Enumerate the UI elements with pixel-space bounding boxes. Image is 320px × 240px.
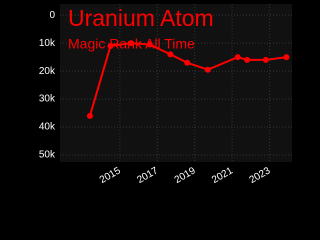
chart-title: Uranium Atom	[68, 5, 214, 31]
y-tick-label: 0	[49, 10, 55, 21]
point	[86, 112, 93, 119]
point	[234, 54, 241, 61]
y-tick-label: 10k	[39, 38, 56, 49]
point	[146, 41, 153, 48]
point	[262, 56, 269, 63]
point	[184, 59, 191, 66]
y-tick-label: 20k	[39, 66, 56, 77]
point	[167, 51, 174, 58]
chart: Uranium Atom Magic Rank All Time 010k20k…	[38, 4, 292, 187]
point	[107, 42, 114, 49]
point	[283, 54, 290, 61]
point	[204, 66, 211, 73]
point	[128, 40, 135, 47]
y-tick-label: 30k	[39, 94, 56, 105]
y-tick-label: 40k	[39, 122, 56, 133]
y-tick-label: 50k	[39, 150, 56, 161]
point	[244, 56, 251, 63]
